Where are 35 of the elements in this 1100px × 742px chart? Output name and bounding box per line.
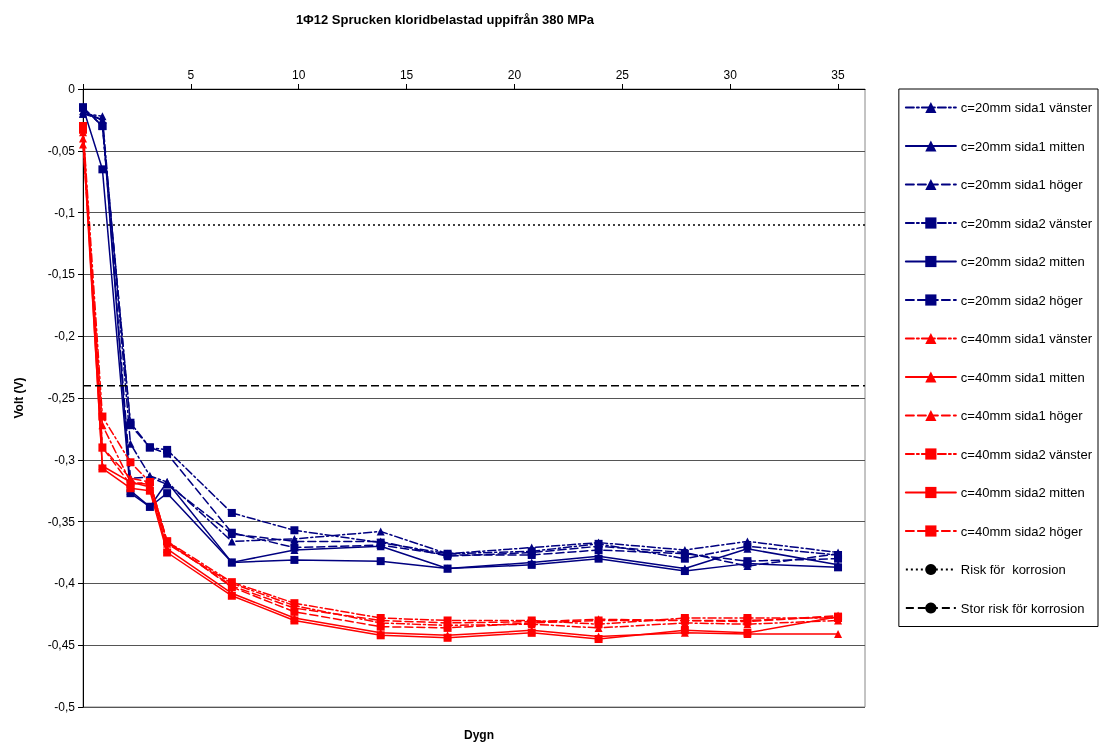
y-tick-label: -0,15	[47, 267, 76, 282]
y-tick-label: -0,2	[54, 329, 76, 344]
chart-title: 1Φ12 Sprucken kloridbelastad uppifrån 380 MPa	[295, 12, 595, 27]
legend-label: c=40mm sida2 höger	[960, 523, 1084, 539]
legend-label: c=40mm sida1 höger	[960, 408, 1084, 423]
y-tick-label: -0,1	[54, 205, 76, 220]
y-tick-label: -0,05	[47, 143, 76, 158]
x-tick-label: 10	[292, 68, 306, 82]
legend-label: c=20mm sida2 vänster	[960, 215, 1093, 231]
x-tick-label: 15	[399, 68, 414, 82]
legend-label: c=20mm sida1 höger	[960, 177, 1084, 192]
legend-label: c=20mm sida2 höger	[960, 292, 1084, 308]
legend-label: c=40mm sida1 mitten	[960, 369, 1085, 385]
x-tick-label: 35	[831, 68, 846, 82]
legend-label: Risk för korrosion	[960, 562, 1066, 577]
legend-label: c=40mm sida1 vänster	[960, 331, 1093, 346]
y-tick-label: 0	[68, 82, 76, 96]
y-tick-label: -0,25	[47, 391, 76, 405]
x-tick-label: 25	[615, 68, 630, 82]
x-axis-title: Dygn	[464, 728, 494, 742]
y-tick-label: -0,35	[47, 514, 76, 529]
legend-label: c=20mm sida1 vänster	[960, 100, 1093, 115]
y-tick-label: -0,5	[54, 700, 76, 714]
y-axis-title: Volt (V)	[12, 377, 26, 419]
y-tick-label: -0,45	[47, 638, 76, 653]
y-tick-label: -0,4	[54, 576, 76, 591]
y-tick-label: -0,3	[54, 452, 76, 467]
legend-label: c=40mm sida2 mitten	[960, 485, 1085, 500]
x-tick-label: 5	[187, 68, 195, 82]
legend-label: c=20mm sida2 mitten	[960, 254, 1085, 269]
legend-label: Stor risk för korrosion	[960, 600, 1085, 616]
legend-label: c=20mm sida1 mitten	[960, 138, 1085, 154]
legend-label: c=40mm sida2 vänster	[960, 446, 1093, 462]
x-tick-label: 20	[507, 68, 522, 82]
x-tick-label: 30	[723, 68, 738, 82]
